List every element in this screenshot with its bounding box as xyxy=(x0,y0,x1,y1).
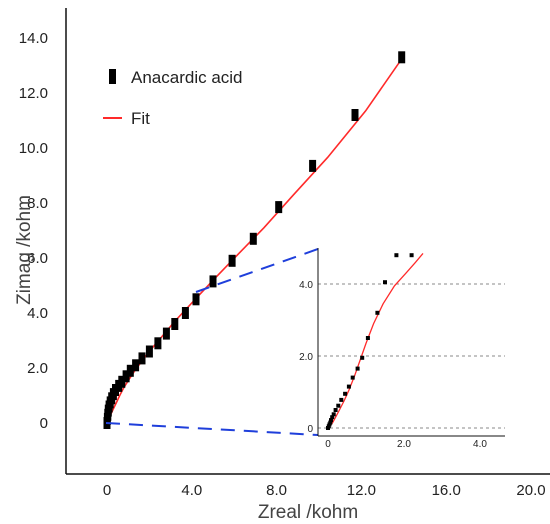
data-point xyxy=(145,345,153,358)
y-tick-label: 10.0 xyxy=(19,140,48,157)
data-point xyxy=(209,275,217,288)
inset-data-point xyxy=(339,397,344,402)
inset-y-tick-label: 0 xyxy=(307,424,313,435)
inset-y-ticks: 0 2.0 4.0 xyxy=(299,280,313,435)
y-tick-label: 4.0 xyxy=(27,305,48,322)
x-tick-label: 4.0 xyxy=(181,482,202,499)
inset-x-tick-label: 0 xyxy=(325,439,331,450)
zoom-connector-bottom xyxy=(105,422,319,436)
inset-data-point xyxy=(365,336,370,340)
inset-y-tick-label: 2.0 xyxy=(299,352,313,363)
main-data-markers xyxy=(103,51,406,429)
data-point xyxy=(398,51,406,64)
x-tick-label: 0 xyxy=(103,482,111,499)
y-tick-label: 2.0 xyxy=(27,360,48,377)
data-point xyxy=(138,352,146,365)
inset-data-point xyxy=(346,384,351,389)
data-point xyxy=(122,370,130,383)
inset-plot: 0 2.0 4.0 0 2.0 4.0 xyxy=(299,248,505,450)
y-tick-label: 8.0 xyxy=(27,195,48,212)
data-point xyxy=(181,307,189,319)
data-point xyxy=(309,159,317,172)
main-plot: 0 2.0 4.0 6.0 8.0 10.0 12.0 14.0 0 4.0 8.0 12.0 16.… xyxy=(14,8,550,523)
x-tick-label: 8.0 xyxy=(266,482,287,499)
x-tick-label: 16.0 xyxy=(432,482,461,499)
inset-x-ticks: 0 2.0 4.0 xyxy=(325,439,487,450)
inset-data-point xyxy=(330,415,335,420)
inset-data-point xyxy=(331,412,336,417)
main-y-ticks: 0 2.0 4.0 6.0 8.0 10.0 12.0 14.0 xyxy=(19,30,48,432)
inset-data-point xyxy=(336,403,341,408)
inset-data-point xyxy=(355,366,360,371)
y-tick-label: 0 xyxy=(40,415,48,432)
legend-label-anacardic-acid: Anacardic acid xyxy=(131,68,243,87)
main-x-ticks: 0 4.0 8.0 12.0 16.0 20.0 xyxy=(103,482,546,499)
inset-data-point xyxy=(375,310,380,315)
inset-y-tick-label: 4.0 xyxy=(299,280,313,291)
inset-data-point xyxy=(383,280,387,285)
data-point xyxy=(351,109,359,121)
inset-data-point xyxy=(394,253,399,258)
inset-x-tick-label: 4.0 xyxy=(473,439,487,450)
inset-data-markers xyxy=(326,253,414,430)
inset-data-point xyxy=(360,355,365,360)
inset-x-tick-label: 2.0 xyxy=(397,439,411,450)
legend-label-fit: Fit xyxy=(131,109,150,128)
x-axis-title: Zreal /kohm xyxy=(258,502,358,523)
y-tick-label: 12.0 xyxy=(19,85,48,102)
data-point xyxy=(171,318,179,330)
zoom-connector-lines xyxy=(105,248,319,436)
inset-data-point xyxy=(409,253,414,258)
inset-gridlines xyxy=(318,283,505,429)
data-point xyxy=(126,364,134,377)
inset-data-point xyxy=(328,420,333,425)
data-point xyxy=(192,293,200,306)
y-tick-label: 14.0 xyxy=(19,30,48,47)
data-point xyxy=(132,359,140,372)
x-tick-label: 20.0 xyxy=(516,482,545,499)
data-point xyxy=(249,232,257,245)
inset-data-point xyxy=(333,408,338,412)
y-axis-title: Zimag /kohm xyxy=(14,195,35,305)
x-tick-label: 12.0 xyxy=(347,482,376,499)
data-point xyxy=(228,254,236,267)
y-tick-label: 6.0 xyxy=(27,250,48,267)
inset-data-point xyxy=(329,418,333,423)
data-point xyxy=(162,327,170,340)
data-point xyxy=(118,375,126,388)
inset-data-point xyxy=(350,375,355,380)
data-point xyxy=(154,337,162,350)
inset-data-point xyxy=(343,391,348,396)
legend-marker-anacardic-acid xyxy=(109,69,116,84)
data-point xyxy=(275,201,283,214)
legend: Anacardic acid Fit xyxy=(103,68,243,128)
